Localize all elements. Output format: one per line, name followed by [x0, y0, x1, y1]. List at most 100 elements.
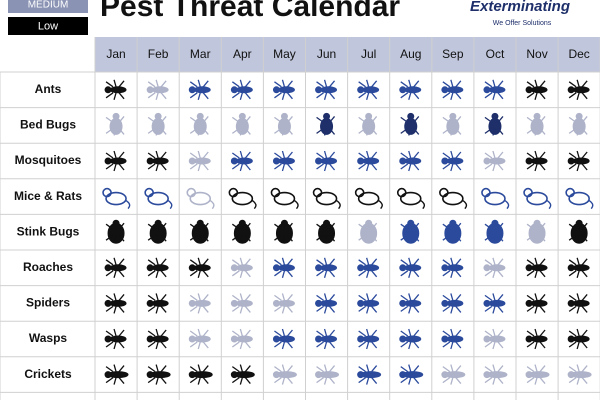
- icon-leg: [189, 81, 198, 88]
- pest-icon: [315, 364, 340, 385]
- icon-leg: [197, 377, 201, 385]
- pest-icon: [230, 257, 253, 278]
- icon-leg: [202, 305, 209, 313]
- icon-tail: [588, 200, 594, 210]
- pest-icon: [441, 150, 464, 172]
- icon-leg: [497, 222, 504, 230]
- icon-leg: [197, 115, 201, 123]
- icon-head: [357, 86, 365, 94]
- pest-icon: [270, 187, 299, 210]
- icon-leg: [189, 330, 198, 337]
- icon-leg: [281, 293, 286, 301]
- icon-head: [565, 187, 575, 198]
- icon-leg: [286, 270, 293, 278]
- icon-leg: [442, 163, 451, 170]
- icon-leg: [581, 305, 588, 313]
- icon-head: [144, 187, 154, 198]
- icon-body: [399, 191, 422, 206]
- icon-leg: [358, 127, 367, 134]
- icon-leg: [160, 293, 167, 301]
- pest-icon: [441, 79, 464, 100]
- pest-icon: [483, 150, 506, 172]
- icon-leg: [413, 365, 420, 373]
- icon-leg: [526, 152, 535, 159]
- icon-leg: [539, 365, 546, 373]
- icon-leg: [244, 305, 251, 313]
- icon-leg: [231, 270, 240, 277]
- icon-leg: [526, 305, 535, 312]
- icon-body: [320, 157, 338, 165]
- icon-leg: [105, 366, 114, 373]
- icon-leg: [189, 223, 198, 230]
- icon-leg: [497, 127, 504, 135]
- icon-head: [567, 157, 575, 165]
- icon-leg: [323, 341, 328, 350]
- icon-leg: [274, 223, 282, 230]
- icon-leg: [442, 152, 451, 159]
- icon-leg: [358, 330, 367, 337]
- icon-leg: [239, 163, 243, 172]
- row-label: Wasps: [29, 331, 68, 345]
- icon-leg: [105, 163, 114, 170]
- icon-leg: [189, 366, 198, 373]
- pest-icon: [231, 219, 251, 244]
- icon-leg: [160, 127, 167, 135]
- icon-leg: [239, 377, 243, 385]
- icon-leg: [118, 258, 125, 266]
- icon-leg: [497, 270, 504, 278]
- legend-low: Low: [38, 20, 58, 32]
- icon-leg: [408, 293, 412, 301]
- icon-leg: [526, 92, 535, 99]
- pest-icon: [357, 79, 380, 100]
- icon-leg: [113, 328, 117, 337]
- icon-leg: [568, 163, 577, 170]
- icon-leg: [358, 294, 367, 301]
- icon-head: [188, 264, 196, 272]
- title: Pest Threat Calendar: [100, 0, 400, 23]
- icon-leg: [231, 152, 240, 159]
- icon-body: [109, 335, 127, 343]
- icon-leg: [408, 328, 412, 337]
- icon-head: [399, 299, 407, 307]
- icon-leg: [323, 79, 328, 87]
- icon-leg: [450, 306, 454, 314]
- icon-leg: [455, 115, 462, 123]
- icon-leg: [105, 92, 114, 99]
- icon-leg: [534, 222, 538, 230]
- icon-leg: [286, 258, 293, 266]
- icon-leg: [239, 293, 243, 301]
- icon-leg: [147, 270, 156, 277]
- pest-icon: [483, 257, 506, 278]
- icon-leg: [450, 257, 454, 265]
- icon-leg: [197, 341, 201, 350]
- icon-leg: [400, 330, 409, 337]
- icon-leg: [189, 270, 198, 277]
- icon-leg: [576, 115, 580, 123]
- icon-body: [488, 335, 506, 343]
- icon-leg: [576, 92, 580, 100]
- icon-body: [362, 86, 380, 94]
- icon-leg: [113, 293, 117, 301]
- icon-body: [362, 157, 380, 165]
- icon-head: [567, 86, 575, 94]
- icon-head: [483, 335, 491, 343]
- icon-leg: [160, 92, 167, 100]
- icon-leg: [492, 150, 496, 159]
- icon-leg: [366, 115, 370, 123]
- pest-icon: [358, 112, 378, 136]
- icon-leg: [147, 294, 156, 301]
- icon-leg: [539, 258, 546, 266]
- icon-leg: [484, 116, 493, 123]
- icon-leg: [492, 328, 496, 337]
- icon-leg: [113, 115, 117, 123]
- icon-body: [193, 86, 211, 94]
- icon-leg: [286, 329, 293, 337]
- icon-body: [235, 86, 253, 94]
- icon-leg: [455, 377, 462, 385]
- icon-leg: [113, 377, 117, 385]
- icon-leg: [281, 306, 286, 314]
- icon-body: [193, 299, 211, 307]
- icon-leg: [408, 128, 412, 136]
- month-label: Jan: [106, 47, 125, 61]
- icon-leg: [329, 365, 336, 373]
